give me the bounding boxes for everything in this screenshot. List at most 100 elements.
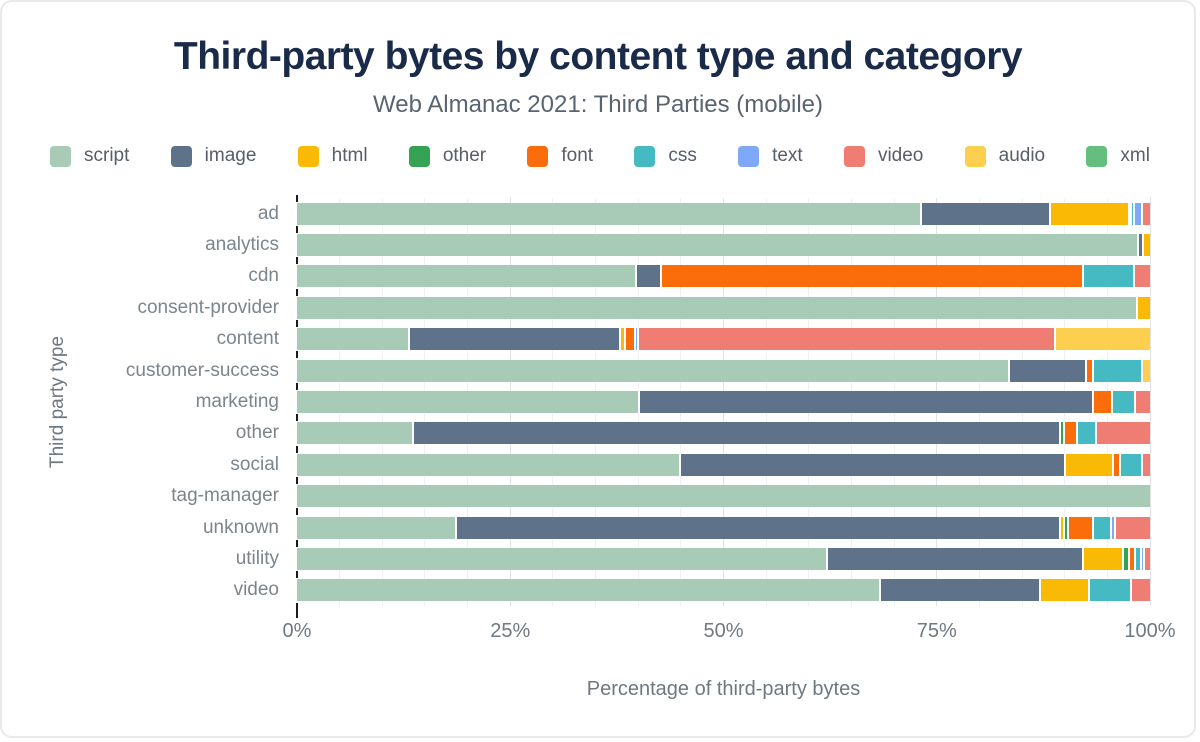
bar-segment-ad-html	[1049, 202, 1128, 225]
chart-subtitle: Web Almanac 2021: Third Parties (mobile)	[373, 91, 823, 118]
bar-row-cdn	[297, 261, 1150, 292]
bar-row-analytics	[297, 229, 1150, 260]
legend-label: text	[772, 145, 803, 166]
bar-segment-utility-script	[297, 547, 826, 570]
bar-segment-ad-video	[1140, 202, 1150, 225]
stacked-bar-ad	[297, 202, 1150, 225]
chart-title: Third-party bytes by content type and ca…	[173, 35, 1023, 78]
legend-item-css: css	[634, 145, 697, 167]
bar-segment-video-html	[1039, 579, 1088, 602]
stacked-bar-consent-provider	[297, 296, 1150, 319]
bar-segment-ad-font	[1127, 202, 1131, 225]
legend-item-xml: xml	[1086, 145, 1150, 167]
bar-segment-tag-manager-script	[297, 485, 1150, 508]
bar-segment-utility-other	[1121, 547, 1128, 570]
y-axis-label-video: video	[233, 579, 279, 601]
bar-row-content	[297, 324, 1150, 355]
stacked-bar-content	[297, 328, 1150, 351]
stacked-bar-marketing	[297, 390, 1150, 413]
y-axis-tick-mark	[296, 539, 298, 547]
bar-segment-social-video	[1141, 453, 1150, 476]
legend-label: html	[331, 145, 368, 166]
bar-segment-social-image	[679, 453, 1064, 476]
y-axis-label-customer-success: customer-success	[125, 359, 279, 381]
legend-item-image: image	[170, 145, 257, 167]
bar-segment-unknown-script	[297, 516, 455, 539]
bar-segment-ad-css	[1130, 202, 1133, 225]
legend-item-other: other	[408, 145, 486, 167]
stacked-bar-other	[297, 422, 1150, 445]
bar-segment-unknown-html	[1058, 516, 1063, 539]
bar-segment-marketing-css	[1110, 390, 1134, 413]
bar-segment-unknown-other	[1062, 516, 1068, 539]
legend-swatch-css	[634, 145, 656, 167]
legend-item-script: script	[50, 145, 129, 167]
bar-segment-unknown-video	[1114, 516, 1150, 539]
stacked-bar-utility	[297, 547, 1150, 570]
legend: script image html other font css text video audi…	[50, 145, 1150, 167]
bar-row-video	[297, 575, 1150, 606]
bar-segment-other-image	[412, 422, 1059, 445]
x-axis-tick-label-25%: 25%	[490, 620, 531, 642]
legend-swatch-font	[527, 145, 549, 167]
bar-row-ad	[297, 198, 1150, 229]
bar-segment-social-font	[1111, 453, 1120, 476]
bar-segment-utility-html	[1081, 547, 1122, 570]
legend-label: video	[877, 145, 924, 166]
bar-segment-unknown-image	[454, 516, 1059, 539]
y-axis-label-cdn: cdn	[248, 265, 279, 287]
x-axis-tick-label-0%: 0%	[282, 620, 312, 642]
stacked-bar-social	[297, 453, 1150, 476]
x-axis-tick-label-100%: 100%	[1124, 620, 1176, 642]
bar-segment-utility-font	[1127, 547, 1134, 570]
bar-segment-other-font	[1062, 422, 1076, 445]
bar-segment-analytics-script	[297, 234, 1138, 257]
bar-segment-cdn-css	[1081, 265, 1133, 288]
y-axis-tick-mark	[296, 508, 298, 516]
legend-swatch-video	[843, 145, 865, 167]
bar-segment-social-css	[1119, 453, 1142, 476]
legend-swatch-script	[50, 145, 71, 167]
bar-segment-content-image	[407, 328, 620, 351]
legend-swatch-other	[408, 145, 430, 167]
y-axis-label-ad: ad	[257, 202, 279, 224]
bar-segment-marketing-script	[297, 390, 639, 413]
bar-segment-cdn-video	[1132, 265, 1150, 288]
y-axis-label-marketing: marketing	[195, 390, 279, 412]
y-axis-label-social: social	[230, 453, 279, 475]
bar-row-social	[297, 449, 1150, 480]
y-axis-label-consent-provider: consent-provider	[137, 296, 279, 318]
legend-item-video: video	[843, 145, 924, 167]
legend-item-text: text	[738, 145, 803, 167]
bar-row-other	[297, 418, 1150, 449]
legend-label: image	[204, 145, 257, 166]
bar-segment-utility-image	[825, 547, 1082, 570]
stacked-bar-customer-success	[297, 359, 1150, 382]
stacked-bar-cdn	[297, 265, 1150, 288]
x-axis-tick-labels: 0% 25% 50% 75% 100%	[283, 620, 1176, 644]
legend-swatch-image	[170, 145, 192, 167]
bar-segment-unknown-font	[1067, 516, 1092, 539]
bar-segment-customer-success-audio	[1141, 359, 1150, 382]
legend-swatch-audio	[964, 145, 986, 167]
bar-segment-customer-success-css	[1091, 359, 1142, 382]
y-axis-label-tag-manager: tag-manager	[171, 485, 279, 507]
bar-segment-analytics-image	[1137, 234, 1143, 257]
x-axis-title: Percentage of third-party bytes	[586, 678, 861, 700]
legend-label: script	[84, 145, 130, 166]
bar-row-consent-provider	[297, 292, 1150, 323]
y-axis-tick-mark	[296, 351, 298, 359]
legend-swatch-text	[738, 145, 760, 167]
x-axis-zero-tick-mark	[296, 606, 298, 618]
bar-segment-consent-provider-html	[1136, 296, 1150, 319]
bar-segment-customer-success-image	[1008, 359, 1086, 382]
bar-segment-ad-script	[297, 202, 920, 225]
bar-segment-other-video	[1095, 422, 1150, 445]
bar-segment-content-script	[297, 328, 408, 351]
plot-area	[296, 194, 1151, 612]
bar-segment-customer-success-font	[1085, 359, 1092, 382]
bar-segment-social-html	[1063, 453, 1112, 476]
major-gridline	[1149, 198, 1151, 606]
bar-segment-unknown-text	[1109, 516, 1115, 539]
